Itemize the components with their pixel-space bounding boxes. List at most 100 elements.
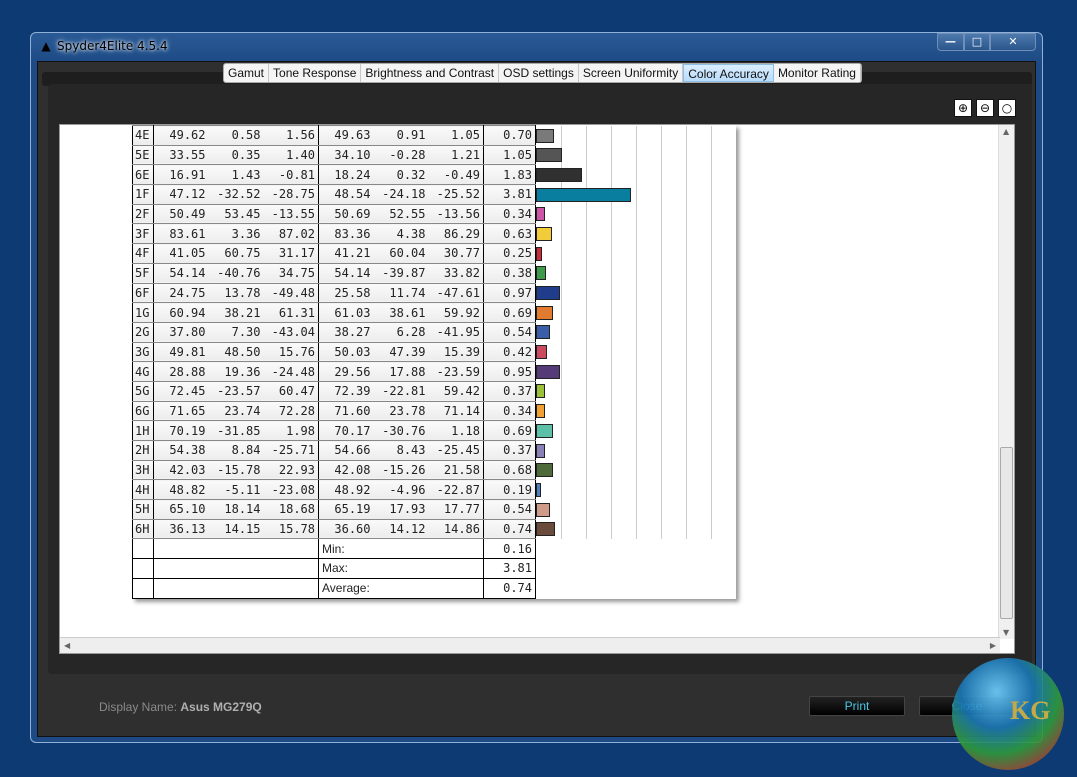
scroll-up-icon[interactable]: ▲	[1003, 127, 1010, 136]
delta-e-bar	[536, 167, 582, 182]
tab-color-accuracy[interactable]: Color Accuracy	[683, 64, 774, 82]
meas-b-cell: -23.59	[428, 361, 484, 382]
horizontal-scrollbar[interactable]: ◀ ▶	[60, 637, 1000, 653]
maximize-button[interactable]: □	[964, 33, 990, 51]
bar-cell	[535, 499, 736, 520]
gridline	[561, 401, 562, 421]
gridline	[636, 479, 637, 500]
bar-cell	[535, 322, 736, 343]
bar-cell	[535, 125, 736, 146]
ref-l-cell: 83.61	[153, 223, 209, 245]
patch-id: 5H	[132, 499, 154, 520]
gridline	[686, 145, 687, 165]
ref-a-cell: 14.15	[208, 518, 264, 540]
delta-e-cell: 0.70	[483, 125, 536, 146]
bar-cell	[535, 342, 736, 362]
tab-monitor-rating[interactable]: Monitor Rating	[774, 64, 861, 82]
meas-b-cell: 17.77	[428, 499, 484, 520]
gridline	[686, 342, 687, 362]
table-row: 5G 72.45 -23.57 60.47 72.39 -22.81 59.42 0.37	[132, 380, 736, 402]
gridline	[611, 204, 612, 224]
gridline	[611, 499, 612, 520]
ref-a-cell: 0.35	[208, 144, 264, 166]
meas-a-cell: 0.32	[373, 164, 429, 186]
bar-cell	[535, 420, 736, 441]
gridline	[611, 302, 612, 323]
meas-a-cell: 23.78	[373, 400, 429, 422]
bar-cell	[535, 204, 736, 224]
ref-a-cell: 38.21	[208, 302, 264, 323]
ref-b-cell: -28.75	[263, 184, 319, 205]
gridline	[586, 499, 587, 520]
zoom-out-icon[interactable]: ⊖	[976, 99, 994, 117]
ref-l-cell: 60.94	[153, 302, 209, 323]
summary-row: Max: 3.81	[132, 558, 736, 579]
gridline	[561, 125, 562, 146]
table-row: 1H 70.19 -31.85 1.98 70.17 -30.76 1.18 0.69	[132, 420, 736, 441]
delta-e-bar	[536, 305, 554, 320]
gridline	[711, 263, 712, 283]
print-button[interactable]: Print	[809, 696, 905, 716]
meas-b-cell: -25.52	[428, 184, 484, 205]
vertical-scrollbar[interactable]: ▲ ▼	[998, 125, 1014, 639]
delta-e-bar	[536, 384, 546, 399]
gridline	[686, 460, 687, 480]
ref-a-cell: 23.74	[208, 400, 264, 422]
ref-l-cell: 37.80	[153, 321, 209, 343]
gridline	[561, 263, 562, 283]
delta-e-cell: 0.34	[483, 400, 536, 422]
gridline	[686, 184, 687, 205]
tab-screen-uniformity[interactable]: Screen Uniformity	[579, 64, 684, 82]
gridline	[636, 381, 637, 402]
gridline	[661, 243, 662, 264]
scroll-down-icon[interactable]: ▼	[1003, 628, 1010, 637]
gridline	[636, 322, 637, 343]
meas-b-cell: 33.82	[428, 262, 484, 284]
meas-b-cell: 30.77	[428, 243, 484, 264]
bar-cell	[535, 479, 736, 500]
gridline	[586, 204, 587, 224]
ref-b-cell: -13.55	[263, 203, 319, 225]
tab-gamut[interactable]: Gamut	[224, 64, 270, 82]
tab-tone-response[interactable]: Tone Response	[269, 64, 362, 82]
summary-label: Average:	[318, 577, 484, 599]
delta-e-cell: 0.38	[483, 262, 536, 284]
gridline	[586, 519, 587, 539]
gridline	[561, 361, 562, 382]
patch-id: 2H	[132, 440, 154, 461]
close-window-button[interactable]: ✕	[990, 33, 1036, 51]
vertical-scroll-thumb[interactable]	[1000, 447, 1013, 619]
ref-l-cell: 33.55	[153, 144, 209, 166]
meas-b-cell: -25.45	[428, 440, 484, 461]
gridline	[686, 302, 687, 323]
bar-cell	[535, 302, 736, 323]
gridline	[586, 342, 587, 362]
ref-l-cell: 41.05	[153, 243, 209, 264]
gridline	[561, 460, 562, 480]
gridline	[586, 440, 587, 461]
gridline	[711, 164, 712, 185]
gridline	[636, 361, 637, 382]
scroll-right-icon[interactable]: ▶	[989, 641, 996, 650]
minimize-button[interactable]: —	[937, 33, 964, 51]
gridline	[636, 164, 637, 185]
gridline	[636, 499, 637, 520]
gridline	[586, 460, 587, 480]
tab-brightness-contrast[interactable]: Brightness and Contrast	[361, 64, 500, 82]
spyder-icon: ▲	[41, 39, 51, 53]
ref-a-cell: 19.36	[208, 361, 264, 382]
zoom-fit-icon[interactable]: ○	[998, 99, 1016, 117]
delta-e-bar	[536, 128, 554, 143]
delta-e-cell: 0.54	[483, 499, 536, 520]
tab-osd-settings[interactable]: OSD settings	[499, 64, 579, 82]
scroll-left-icon[interactable]: ◀	[64, 641, 71, 650]
summary-row: Min: 0.16	[132, 538, 736, 560]
zoom-in-icon[interactable]: ⊕	[954, 99, 972, 117]
gridline	[711, 381, 712, 402]
ref-b-cell: -23.08	[263, 479, 319, 501]
delta-e-cell: 0.69	[483, 420, 536, 441]
bar-cell	[535, 145, 736, 165]
gridline	[661, 342, 662, 362]
gridline	[661, 125, 662, 146]
gridline	[561, 381, 562, 402]
